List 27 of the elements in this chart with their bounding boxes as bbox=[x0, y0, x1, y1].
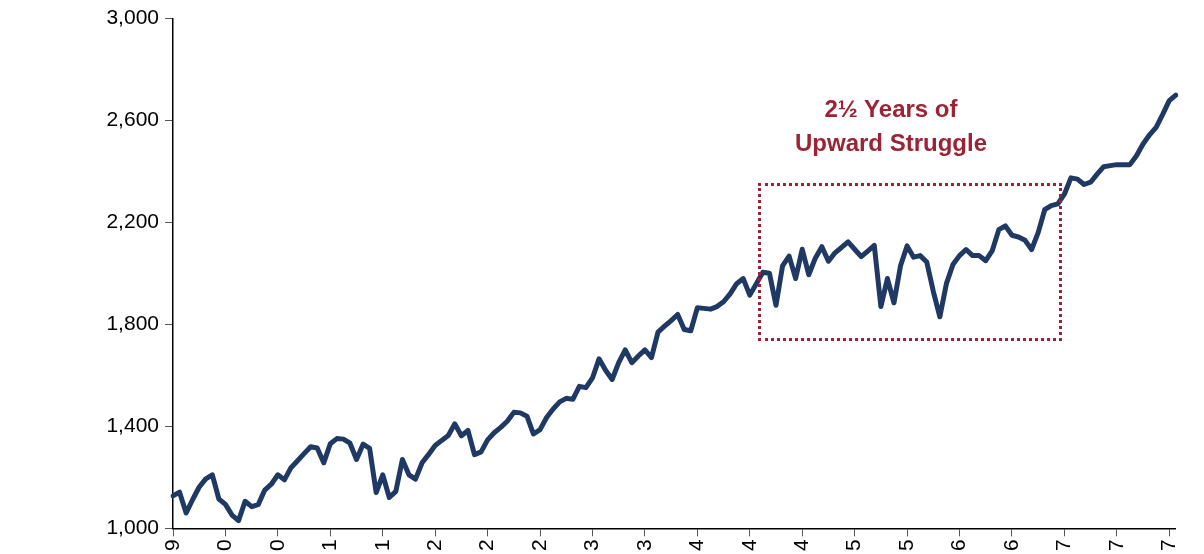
y-tick-label: 3,000 bbox=[106, 5, 159, 29]
x-tick-label: 9 bbox=[159, 539, 183, 552]
x-tick-label: 4 bbox=[736, 539, 760, 552]
x-tick-label: 7 bbox=[1051, 539, 1075, 552]
x-tick-label: 2 bbox=[526, 539, 550, 552]
x-tick-label: 3 bbox=[631, 539, 655, 552]
y-tick-label: 2,200 bbox=[106, 209, 159, 233]
x-tick-label: 5 bbox=[893, 539, 917, 552]
x-tick-label: 7 bbox=[1156, 539, 1180, 552]
x-tick-label: 4 bbox=[789, 539, 812, 552]
x-tick-label: 1 bbox=[317, 539, 341, 552]
x-tick-label: 5 bbox=[841, 539, 865, 552]
x-tick-label: 2 bbox=[474, 539, 498, 552]
y-tick-label: 1,400 bbox=[106, 413, 159, 437]
annotation: 2½ Years of Upward Struggle bbox=[795, 94, 988, 156]
x-tick-label: 1 bbox=[369, 539, 393, 552]
x-tick-label: 0 bbox=[264, 539, 288, 552]
x-tick-label: 7 bbox=[1103, 539, 1127, 552]
x-tick-label: 6 bbox=[998, 539, 1022, 552]
y-tick-label: 1,000 bbox=[106, 515, 159, 539]
x-tick-label: 0 bbox=[212, 539, 236, 552]
y-tick-label: 2,600 bbox=[106, 107, 159, 131]
y-tick-label: 1,800 bbox=[106, 311, 159, 335]
x-tick-label: 2 bbox=[421, 539, 445, 552]
x-tick-label: 6 bbox=[946, 539, 970, 552]
x-tick-label: 3 bbox=[579, 539, 603, 552]
x-tick-label: 4 bbox=[684, 539, 708, 552]
